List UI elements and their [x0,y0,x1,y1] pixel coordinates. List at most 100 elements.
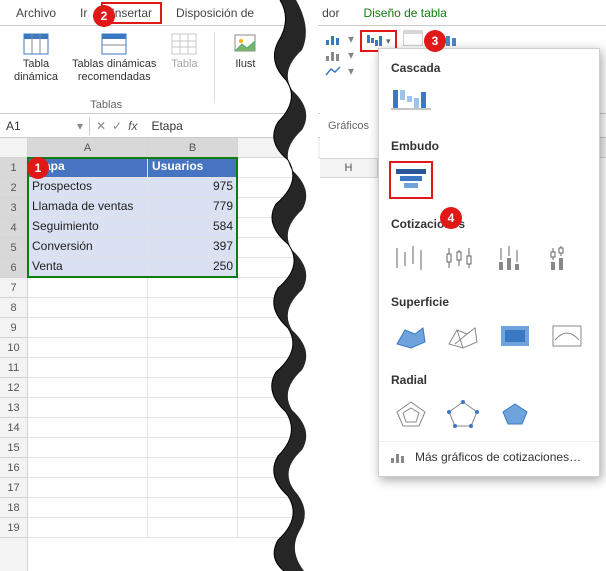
row-header[interactable]: 11 [0,358,27,378]
col-header[interactable]: B [148,138,238,157]
col-header[interactable] [238,138,302,157]
cell[interactable] [238,238,302,258]
cell[interactable] [28,518,148,538]
row-header[interactable]: 18 [0,498,27,518]
cell[interactable] [238,458,302,478]
cell[interactable] [148,438,238,458]
cell[interactable] [238,298,302,318]
cell[interactable]: Venta [28,258,148,278]
illustrations-button[interactable]: Ilust [227,30,263,73]
cell[interactable] [148,278,238,298]
surface-wire-option[interactable] [441,317,485,355]
cell[interactable]: Usuarios [148,158,238,178]
cell[interactable] [148,378,238,398]
cell[interactable] [28,478,148,498]
radar-filled-option[interactable] [493,395,537,433]
row-header[interactable]: 1 [0,158,27,178]
cell[interactable]: Llamada de ventas [28,198,148,218]
row-header[interactable]: 6 [0,258,27,278]
row-header[interactable]: 14 [0,418,27,438]
tab-layout[interactable]: Disposición de [166,2,264,24]
col-header[interactable]: A [28,138,148,157]
bar-chart-icon[interactable] [324,48,342,62]
tab-table-design[interactable]: Diseño de tabla [353,2,456,24]
cell[interactable] [238,178,302,198]
cell[interactable] [28,318,148,338]
cell[interactable] [238,278,302,298]
select-all-corner[interactable] [0,138,27,158]
cell[interactable] [148,518,238,538]
cell[interactable] [28,438,148,458]
row-header[interactable]: 13 [0,398,27,418]
cell[interactable]: 779 [148,198,238,218]
row-header[interactable]: 4 [0,218,27,238]
cell[interactable] [28,378,148,398]
col-header[interactable]: H [320,159,378,177]
surface-contour-option[interactable] [493,317,537,355]
stock-vhlc-option[interactable] [493,239,537,277]
cell[interactable] [238,418,302,438]
cell[interactable]: 250 [148,258,238,278]
row-header[interactable]: 15 [0,438,27,458]
row-header[interactable]: 12 [0,378,27,398]
row-header[interactable]: 16 [0,458,27,478]
row-header[interactable]: 9 [0,318,27,338]
cell[interactable] [148,418,238,438]
cell[interactable] [238,338,302,358]
confirm-icon[interactable]: ✓ [112,119,122,133]
cell[interactable] [238,378,302,398]
cell[interactable] [238,258,302,278]
row-header[interactable]: 5 [0,238,27,258]
cell[interactable] [238,498,302,518]
row-header[interactable]: 3 [0,198,27,218]
waterfall-chart-option[interactable] [389,83,433,121]
recommended-pivots-button[interactable]: Tablas dinámicas recomendadas [68,30,160,86]
radar-option[interactable] [389,395,433,433]
cell[interactable] [28,398,148,418]
formula-value[interactable]: Etapa [143,119,182,133]
cancel-icon[interactable]: ✕ [96,119,106,133]
row-header[interactable]: 17 [0,478,27,498]
cell[interactable] [28,458,148,478]
cell[interactable]: 584 [148,218,238,238]
row-header[interactable]: 7 [0,278,27,298]
row-header[interactable]: 8 [0,298,27,318]
cell[interactable] [28,338,148,358]
cell[interactable] [148,458,238,478]
recommended-charts-icon[interactable] [324,32,342,46]
cell[interactable] [148,298,238,318]
surface-3d-option[interactable] [389,317,433,355]
cell[interactable] [148,358,238,378]
name-box[interactable]: A1 ▾ [0,117,90,135]
stock-ohlc-option[interactable] [441,239,485,277]
cell[interactable] [238,398,302,418]
fx-icon[interactable]: fx [128,119,137,133]
line-chart-icon[interactable] [324,64,342,78]
cell[interactable] [238,438,302,458]
row-header[interactable]: 19 [0,518,27,538]
cell[interactable] [148,398,238,418]
cell[interactable] [238,318,302,338]
row-header[interactable]: 10 [0,338,27,358]
surface-contour-wire-option[interactable] [545,317,589,355]
table-button[interactable]: Tabla [166,30,202,73]
cell[interactable] [148,338,238,358]
cell[interactable] [28,498,148,518]
cell[interactable]: 975 [148,178,238,198]
cell[interactable] [28,298,148,318]
cell[interactable] [148,498,238,518]
radar-markers-option[interactable] [441,395,485,433]
cell[interactable]: 397 [148,238,238,258]
cell[interactable] [148,478,238,498]
cell[interactable] [28,358,148,378]
pivot-chart-icon[interactable] [403,30,423,46]
cell[interactable] [238,478,302,498]
cell[interactable] [238,158,302,178]
pivot-table-button[interactable]: Tabla dinámica [10,30,62,86]
more-stock-charts[interactable]: Más gráficos de cotizaciones… [379,441,599,472]
row-header[interactable]: 2 [0,178,27,198]
cell[interactable] [28,278,148,298]
cell[interactable] [28,418,148,438]
cell[interactable] [238,198,302,218]
cell[interactable] [238,218,302,238]
